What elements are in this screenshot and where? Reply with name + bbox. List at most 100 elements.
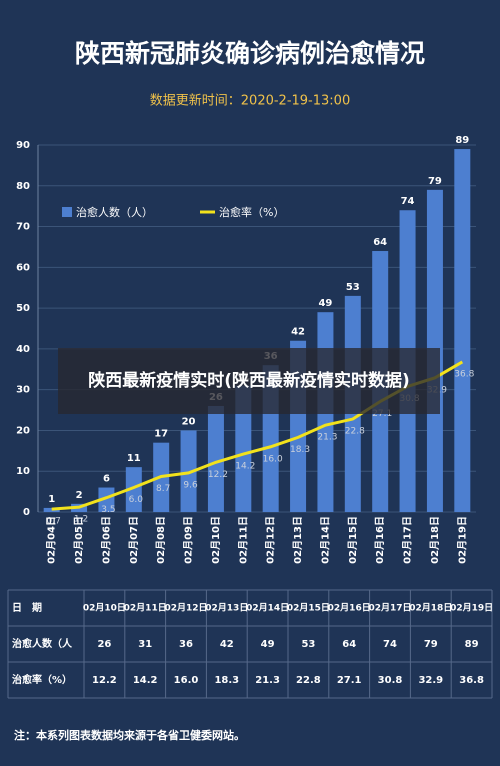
bar xyxy=(207,405,224,512)
chart-subtitle: 数据更新时间：2020-2-19-13:00 xyxy=(150,93,350,109)
table-cell: 30.8 xyxy=(378,675,403,686)
table-cell: 02月16日 xyxy=(328,603,371,614)
bar xyxy=(454,149,471,513)
table-cell: 02月10日 xyxy=(83,603,126,614)
x-tick-label: 02月12日 xyxy=(265,516,277,564)
y-tick-label: 50 xyxy=(16,303,30,314)
table-cell: 02月18日 xyxy=(409,603,452,614)
bar-value-label: 2 xyxy=(76,490,83,501)
bar-value-label: 6 xyxy=(103,474,110,485)
bar-value-label: 74 xyxy=(401,196,415,207)
overlay-caption: 陕西最新疫情实时(陕西最新疫情实时数据) xyxy=(58,348,440,414)
line-value-label: 1.2 xyxy=(74,515,88,525)
bar-value-label: 1 xyxy=(48,494,55,505)
table-cell: 02月17日 xyxy=(368,603,411,614)
line-value-label: 16.0 xyxy=(263,454,283,464)
x-tick-label: 02月08日 xyxy=(155,516,167,564)
x-tick-label: 02月16日 xyxy=(374,516,386,564)
bar-value-label: 17 xyxy=(154,429,168,440)
table-cell: 18.3 xyxy=(214,675,239,686)
line-value-label: 36.8 xyxy=(454,369,474,379)
bar-value-label: 42 xyxy=(291,327,305,338)
y-tick-label: 20 xyxy=(16,425,30,436)
bar xyxy=(98,487,115,512)
x-tick-label: 02月19日 xyxy=(456,516,468,564)
bar-value-label: 11 xyxy=(127,453,141,464)
x-tick-label: 02月13日 xyxy=(292,516,304,564)
table-cell: 21.3 xyxy=(255,675,280,686)
table-cell: 36.8 xyxy=(459,675,484,686)
y-tick-label: 70 xyxy=(16,222,30,233)
table-cell: 49 xyxy=(261,639,275,650)
bar xyxy=(43,507,60,512)
x-tick-label: 02月06日 xyxy=(100,516,112,564)
y-tick-label: 40 xyxy=(16,344,30,355)
table-cell: 79 xyxy=(424,639,438,650)
table-cell: 12.2 xyxy=(92,675,117,686)
legend-label: 治愈率（%） xyxy=(219,205,284,219)
bar xyxy=(180,430,197,512)
table-cell: 02月19日 xyxy=(450,603,493,614)
bar-value-label: 49 xyxy=(318,298,332,309)
legend-swatch xyxy=(62,207,72,217)
table-cell: 74 xyxy=(383,639,397,650)
bar-value-label: 20 xyxy=(182,416,196,427)
x-tick-label: 02月04日 xyxy=(46,516,58,564)
bar-value-label: 89 xyxy=(455,135,469,146)
table-cell: 42 xyxy=(220,639,234,650)
line-value-label: 12.2 xyxy=(208,470,228,480)
line-value-label: 18.3 xyxy=(290,445,310,455)
table-cell: 02月11日 xyxy=(124,603,167,614)
table-cell: 36 xyxy=(179,639,193,650)
table-cell: 26 xyxy=(97,639,111,650)
x-tick-label: 02月05日 xyxy=(73,516,85,564)
line-value-label: 3.5 xyxy=(101,505,115,515)
table-cell: 02月14日 xyxy=(246,603,289,614)
table-cell: 22.8 xyxy=(296,675,321,686)
table-cell: 02月13日 xyxy=(205,603,248,614)
y-tick-label: 90 xyxy=(16,140,30,151)
chart-title: 陕西新冠肺炎确诊病例治愈情况 xyxy=(75,39,425,68)
x-tick-label: 02月11日 xyxy=(237,516,249,564)
table-cell: 27.1 xyxy=(337,675,362,686)
x-tick-label: 02月15日 xyxy=(347,516,359,564)
line-value-label: 6.0 xyxy=(129,495,144,505)
y-tick-label: 0 xyxy=(23,507,30,518)
table-cell: 日 期 xyxy=(12,601,42,614)
table-cell: 治愈人数（人 xyxy=(12,637,73,650)
table-cell: 16.0 xyxy=(174,675,199,686)
line-value-label: 0.7 xyxy=(47,517,61,527)
table-cell: 89 xyxy=(465,639,479,650)
legend-label: 治愈人数（人） xyxy=(76,205,153,219)
line-value-label: 21.3 xyxy=(317,433,337,443)
bar-value-label: 53 xyxy=(346,282,360,293)
y-tick-label: 30 xyxy=(16,385,30,396)
table-cell: 53 xyxy=(301,639,315,650)
table-cell: 31 xyxy=(138,639,152,650)
x-tick-label: 02月09日 xyxy=(183,516,195,564)
x-tick-label: 02月07日 xyxy=(128,516,140,564)
table-cell: 治愈率（%） xyxy=(12,673,72,686)
table-cell: 64 xyxy=(342,639,356,650)
x-tick-label: 02月17日 xyxy=(402,516,414,564)
x-tick-label: 02月18日 xyxy=(429,516,441,564)
bar-value-label: 64 xyxy=(373,237,387,248)
table-cell: 02月12日 xyxy=(164,603,207,614)
y-tick-label: 80 xyxy=(16,181,30,192)
y-tick-label: 10 xyxy=(16,466,30,477)
x-tick-label: 02月10日 xyxy=(210,516,222,564)
table-cell: 14.2 xyxy=(133,675,158,686)
line-value-label: 9.6 xyxy=(183,480,198,490)
bar xyxy=(235,385,252,512)
line-value-label: 14.2 xyxy=(235,462,255,472)
y-tick-label: 60 xyxy=(16,262,30,273)
line-value-label: 22.8 xyxy=(345,427,365,437)
table-cell: 32.9 xyxy=(418,675,443,686)
x-tick-label: 02月14日 xyxy=(319,516,331,564)
note: 注：本系列图表数据均来源于各省卫健委网站。 xyxy=(14,728,245,742)
table-cell: 02月15日 xyxy=(287,603,330,614)
bar-value-label: 79 xyxy=(428,176,442,187)
bar xyxy=(125,467,142,512)
line-value-label: 8.7 xyxy=(156,484,170,494)
